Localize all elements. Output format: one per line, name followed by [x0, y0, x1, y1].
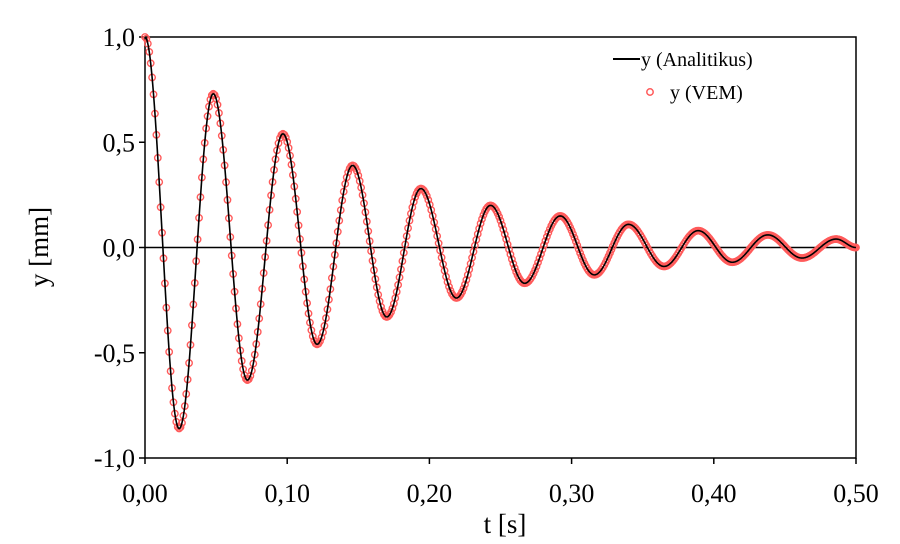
y-axis-title: y [mm] [24, 207, 54, 287]
vem-data-point [509, 259, 518, 268]
x-tick-label: 0,20 [407, 479, 453, 508]
y-tick-label: 0,0 [103, 234, 136, 263]
x-tick-label: 0,50 [833, 479, 879, 508]
vem-data-point [475, 224, 484, 233]
series-analitikus-line [144, 36, 857, 430]
vem-data-point [445, 282, 453, 291]
vem-data-point [443, 278, 452, 286]
vem-data-point [540, 241, 548, 250]
y-tick-label: 1,0 [103, 23, 136, 52]
vem-data-point [571, 237, 580, 246]
vem-data-point [505, 245, 513, 254]
legend-marker-swatch [646, 88, 654, 96]
vem-data-point [496, 216, 505, 225]
x-tick-label: 0,00 [122, 479, 168, 508]
vem-data-point [459, 284, 468, 293]
vem-data-point [498, 220, 506, 229]
vem-data-point [569, 230, 577, 239]
y-tick-label: 0,5 [103, 128, 136, 157]
vem-data-point [502, 235, 511, 244]
vem-data-point [506, 250, 515, 259]
vem-data-point [534, 258, 542, 267]
vem-data-point [500, 230, 509, 239]
x-tick-label: 0,10 [264, 479, 310, 508]
vem-data-point [344, 168, 353, 177]
vem-data-point [281, 133, 290, 142]
vem-data-point [542, 232, 551, 241]
vem-data-point [141, 33, 149, 41]
y-tick-label: -0,5 [94, 339, 135, 368]
legend-label-vem: y (VEM) [670, 82, 743, 104]
x-tick-label: 0,40 [691, 479, 737, 508]
vem-data-point [142, 34, 151, 43]
vem-data-point [388, 304, 397, 313]
vem-data-point [462, 275, 471, 284]
vem-data-point [573, 241, 582, 250]
vem-data-point [503, 240, 512, 249]
vem-data-point [377, 302, 385, 311]
series-vem-markers [141, 33, 860, 433]
vem-data-point [495, 212, 503, 221]
vem-data-point [411, 193, 420, 202]
vem-data-point [387, 308, 395, 316]
vem-data-point [422, 191, 431, 200]
series-group [141, 33, 860, 433]
legend: y (Analitikus) y (VEM) [613, 49, 753, 104]
x-axis-ticks: 0,00 0,10 0,20 0,30 0,40 0,50 [122, 458, 879, 508]
vem-data-point [352, 167, 361, 176]
y-axis-ticks: 1,0 0,5 0,0 -0,5 -1,0 [94, 23, 145, 473]
vem-data-point [574, 245, 583, 254]
vem-data-point [499, 225, 508, 234]
vem-data-point [576, 249, 585, 257]
legend-label-analitikus: y (Analitikus) [641, 49, 753, 71]
vem-data-point [246, 372, 255, 380]
vem-data-point [544, 228, 553, 237]
x-axis-title: t [s] [484, 509, 527, 539]
vem-data-point [538, 245, 547, 254]
x-tick-label: 0,30 [549, 479, 595, 508]
vem-data-point [478, 215, 486, 223]
vem-data-point [424, 195, 433, 204]
vem-data-point [476, 219, 485, 228]
vem-data-point [461, 280, 469, 289]
vem-data-point [510, 264, 519, 272]
vem-data-point [535, 254, 544, 263]
vem-data-point [317, 333, 326, 342]
vem-data-point [532, 262, 541, 271]
vem-data-point [507, 255, 516, 264]
y-tick-label: -1,0 [94, 444, 135, 473]
vem-data-point [316, 337, 324, 346]
vem-data-point [537, 250, 545, 258]
vem-data-point [531, 266, 539, 275]
vem-data-point [570, 233, 579, 242]
vem-data-point [409, 197, 418, 206]
vem-data-point [541, 236, 550, 245]
